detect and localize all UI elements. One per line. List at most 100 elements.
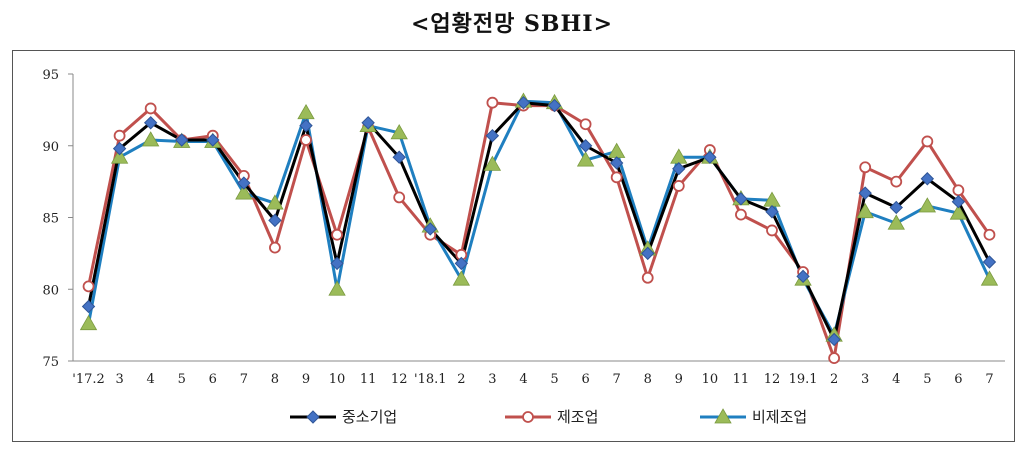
x-tick-label: 12 xyxy=(764,372,781,387)
data-point-series-1 xyxy=(206,133,220,147)
x-tick-label: 4 xyxy=(147,372,155,387)
x-tick-label: 2 xyxy=(457,372,465,387)
data-point-series-1 xyxy=(765,205,779,219)
legend-marker-2 xyxy=(522,411,534,423)
x-tick-label: 9 xyxy=(675,372,683,387)
data-point-series-3 xyxy=(856,202,874,219)
series-line-2 xyxy=(87,101,991,360)
x-tick-label: 19.1 xyxy=(789,372,818,387)
x-tick-label: 11 xyxy=(360,372,377,387)
x-tick-label: 3 xyxy=(115,372,123,387)
data-point-series-1 xyxy=(485,128,500,143)
series-line-1 xyxy=(87,101,991,341)
x-tick-label: 5 xyxy=(550,372,558,387)
data-point-series-2 xyxy=(144,102,157,115)
data-point-series-2 xyxy=(269,241,281,254)
data-point-series-1 xyxy=(361,116,375,130)
data-point-series-2 xyxy=(828,352,841,365)
data-point-series-1 xyxy=(858,186,872,200)
data-point-series-1 xyxy=(112,141,127,156)
data-point-series-1 xyxy=(299,118,313,133)
data-point-series-1 xyxy=(703,150,717,164)
data-point-series-3 xyxy=(235,184,253,200)
data-point-series-3 xyxy=(918,197,937,213)
x-tick-label: 3 xyxy=(488,372,496,387)
data-point-series-3 xyxy=(390,124,408,140)
data-point-series-2 xyxy=(393,191,406,204)
data-point-series-2 xyxy=(300,134,312,146)
data-point-series-2 xyxy=(331,228,343,241)
data-point-series-3 xyxy=(141,131,160,147)
data-point-series-2 xyxy=(859,161,872,174)
data-point-series-3 xyxy=(980,270,999,286)
legend-label-2: 제조업 xyxy=(557,408,598,426)
data-point-series-2 xyxy=(82,280,95,293)
data-point-series-2 xyxy=(766,224,778,237)
data-point-series-1 xyxy=(454,256,469,271)
data-point-series-1 xyxy=(920,172,935,186)
data-point-series-2 xyxy=(983,228,996,241)
y-tick-label: 95 xyxy=(42,68,59,83)
legend-marker-1 xyxy=(306,410,320,424)
x-tick-label: 5 xyxy=(178,372,186,387)
data-point-series-1 xyxy=(734,192,748,206)
x-tick-label: 12 xyxy=(391,372,408,387)
data-point-series-1 xyxy=(827,332,841,347)
data-point-series-2 xyxy=(952,184,965,197)
data-point-series-1 xyxy=(641,246,655,261)
data-point-series-1 xyxy=(81,299,96,314)
data-point-series-1 xyxy=(578,139,593,153)
data-point-series-3 xyxy=(452,270,471,286)
data-point-series-1 xyxy=(330,256,344,271)
x-tick-label: 6 xyxy=(209,372,217,387)
data-point-series-3 xyxy=(110,148,129,164)
x-tick-label: '17.2 xyxy=(72,372,105,387)
x-tick-label: 4 xyxy=(519,372,527,387)
data-point-series-2 xyxy=(486,96,499,109)
data-point-series-1 xyxy=(237,176,251,190)
data-point-series-2 xyxy=(890,175,903,188)
data-point-series-3 xyxy=(79,314,98,331)
data-point-series-1 xyxy=(516,95,531,110)
data-point-series-3 xyxy=(887,214,905,230)
legend-label-1: 중소기업 xyxy=(342,408,397,426)
data-point-series-1 xyxy=(268,213,282,228)
data-point-series-3 xyxy=(297,103,315,120)
legend-marker-3 xyxy=(714,408,732,424)
legend-label-3: 비제조업 xyxy=(752,408,807,426)
data-point-series-3 xyxy=(607,142,626,158)
data-point-series-1 xyxy=(951,195,966,209)
series-line-3 xyxy=(87,99,991,337)
x-tick-label: 2 xyxy=(830,372,838,387)
x-tick-label: 8 xyxy=(644,372,652,387)
x-tick-label: 11 xyxy=(733,372,750,387)
data-point-series-1 xyxy=(672,162,686,176)
data-point-series-1 xyxy=(175,133,189,147)
x-tick-label: 6 xyxy=(954,372,962,387)
data-point-series-2 xyxy=(921,135,934,148)
y-tick-label: 90 xyxy=(42,140,59,155)
data-point-series-1 xyxy=(392,150,406,164)
data-point-series-2 xyxy=(579,118,592,131)
data-point-series-1 xyxy=(982,255,997,269)
data-point-series-1 xyxy=(423,222,437,236)
data-point-series-2 xyxy=(610,171,623,184)
x-tick-label: 4 xyxy=(892,372,900,387)
x-tick-label: 7 xyxy=(985,372,993,387)
data-point-series-3 xyxy=(483,155,502,171)
data-point-series-1 xyxy=(609,156,624,170)
x-tick-label: 7 xyxy=(240,372,248,387)
x-tick-label: 9 xyxy=(302,372,310,387)
data-point-series-1 xyxy=(547,98,562,113)
data-point-series-2 xyxy=(641,271,654,284)
y-tick-label: 80 xyxy=(42,283,59,298)
data-point-series-1 xyxy=(796,269,810,284)
data-point-series-2 xyxy=(735,208,747,221)
x-tick-label: 10 xyxy=(329,372,346,387)
x-tick-label: '18.1 xyxy=(414,372,447,387)
data-point-series-2 xyxy=(113,129,126,142)
data-point-series-1 xyxy=(889,200,903,215)
chart-frame xyxy=(12,50,1015,442)
